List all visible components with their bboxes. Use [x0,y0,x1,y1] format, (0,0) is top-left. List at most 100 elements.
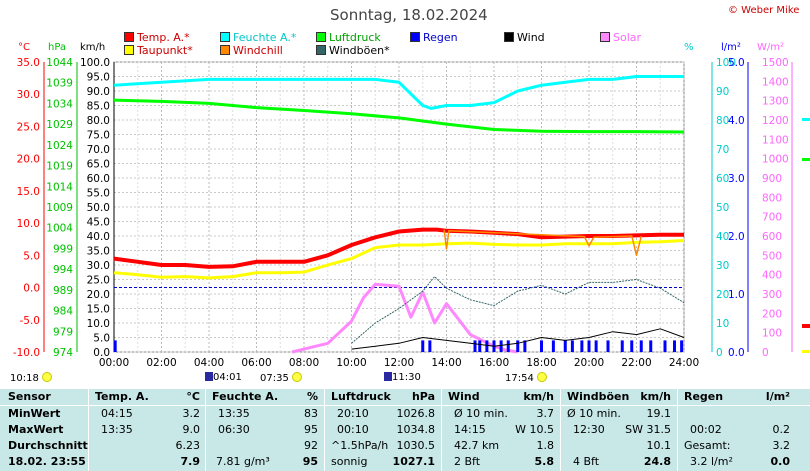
wind-tick-label: 15.0 [87,304,110,316]
min-press-time: 20:10 [337,407,369,420]
chart-legend: Temp. A.* Feuchte A.* Luftdruck Regen Wi… [0,0,810,60]
sunset-event: 17:54 [505,372,548,385]
min-wind-label: Ø 10 min. [454,407,508,420]
wind-beaufort: 2 Bft [454,455,481,468]
x-tick-label: 12:00 [384,357,414,369]
legend-temp-swatch [124,32,134,42]
sunrise-time: 07:35 [260,373,289,384]
solar-tick-label: 1500 [762,57,789,69]
legend-rain-label: Regen [423,31,458,44]
avg-press-value: 1030.5 [396,439,436,452]
solar-tick-label: 400 [762,270,782,282]
current-press-value: 1027.1 [392,455,435,468]
min-gust-label: Ø 10 min. [567,407,621,420]
header-temp-unit: °C [186,390,200,403]
legend-wind-swatch [504,32,514,42]
column-divider [560,389,561,471]
rain-bar [649,340,653,352]
rain-tick-label: 5.0 [728,57,745,69]
rain-tick-label: 4.0 [728,115,745,127]
max-gust-value: SW 31.5 [625,423,671,436]
wind-tick-label: 25.0 [87,275,110,287]
legend-windchill-label: Windchill [233,44,283,57]
max-temp-value: 9.0 [182,423,201,436]
x-tick-label: 24:00 [669,357,699,369]
wind-tick-label: 80.0 [87,115,110,127]
x-tick-label: 02:00 [146,357,176,369]
wind-tick-label: 30.0 [87,260,110,272]
rain-axis-unit: l/m² [721,42,741,53]
wind-tick-label: 60.0 [87,173,110,185]
legend-gusts: Windböen* [316,45,390,57]
rain-bar [428,340,432,352]
series-line [113,98,685,134]
min-gust-value: 19.1 [646,407,672,420]
humidity-tick-label: 20 [716,289,729,301]
current-wind-value: 5.8 [534,455,555,468]
pressure-tick-label: 1024 [46,140,73,152]
solar-tick-label: 900 [762,173,782,185]
avg-wind-value: 1.8 [536,439,555,452]
pressure-tick-label: 999 [53,243,73,255]
max-wind-value: W 10.5 [515,423,554,436]
legend-temp-label: Temp. A.* [137,31,190,44]
legend-rain-swatch [410,32,420,42]
solar-tick-label: 800 [762,192,782,204]
legend-gusts-label: Windböen* [329,44,390,57]
stats-table: Sensor Temp. A. °C Feuchte A. % Luftdruc… [0,389,810,471]
moonrise-event: 04:01 [205,372,242,384]
astro-events: 10:18 04:01 07:35 11:30 17:54 [0,370,810,388]
humidity-tick-label: 70 [716,144,729,156]
temp-tick-label: 35.0 [17,57,40,69]
humidity-level-marker [802,118,810,121]
solar-tick-label: 200 [762,308,782,320]
solar-tick-label: 0 [762,347,769,359]
rain-bar [606,340,610,352]
sun-icon [537,372,548,382]
x-tick-label: 00:00 [99,357,129,369]
sun-event-left-time: 10:18 [10,373,39,384]
rain-bar [478,340,482,352]
solar-tick-label: 100 [762,328,782,340]
min-hum-time: 13:35 [218,407,250,420]
header-wind-unit: km/h [523,390,554,403]
x-tick-label: 20:00 [574,357,604,369]
pressure-tick-label: 994 [53,264,73,276]
avg-hum-value: 92 [304,439,318,452]
sunset-time: 17:54 [505,373,534,384]
temp-tick-label: -5.0 [20,315,41,327]
humidity-tick-label: 40 [716,231,729,243]
row-divider [0,405,810,406]
solar-tick-label: 1200 [762,115,789,127]
header-sensor: Sensor [8,390,51,403]
pressure-tick-label: 1029 [46,119,73,131]
legend-pressure-label: Luftdruck [329,31,381,44]
credit-link[interactable]: © Weber Mike [728,5,800,16]
temp-tick-label: 10.0 [17,218,40,230]
wind-tick-label: 85.0 [87,101,110,113]
weather-chart: °C hPa km/h% l/m² W/m² 35.0 30.0 25.0 20.0 15.0 10… [13,42,810,369]
temp-axis-unit: °C [18,42,30,53]
header-temp: Temp. A. [95,390,149,403]
wind-tick-label: 40.0 [87,231,110,243]
rain-bar [587,340,591,352]
solar-tick-label: 1000 [762,154,789,166]
wind-tick-label: 0.0 [93,347,110,359]
gust-beaufort: 4 Bft [573,455,600,468]
rain-bar [620,340,624,352]
max-gust-label: 12:30 [573,423,605,436]
temp-tick-label: 25.0 [17,121,40,133]
humidity-tick-label: 80 [716,115,729,127]
moonset-time: 11:30 [392,372,421,383]
header-pressure-unit: hPa [411,390,435,403]
weather-forecast: sonnig [331,455,368,468]
current-hum-value: 95 [302,455,318,468]
column-divider [677,389,678,471]
solar-tick-label: 700 [762,212,782,224]
legend-humidity-swatch [220,32,230,42]
x-tick-label: 18:00 [526,357,556,369]
rain-bar [485,340,489,352]
rain-bar [663,340,667,352]
max-rain-time: 00:02 [690,423,722,436]
min-hum-value: 83 [304,407,318,420]
